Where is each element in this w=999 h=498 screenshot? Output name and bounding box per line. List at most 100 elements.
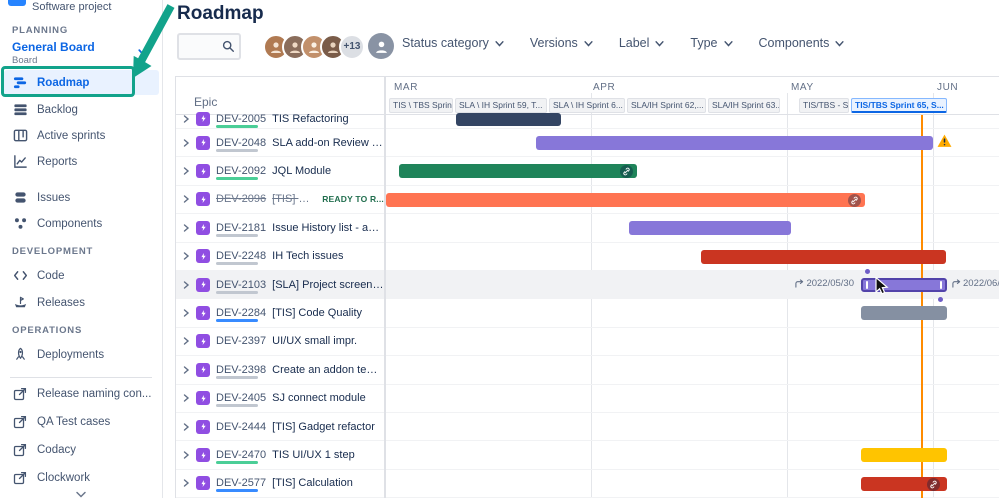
- gantt-bar-dev-2284[interactable]: [861, 306, 947, 321]
- sidebar-scroll-down-chevron[interactable]: [0, 486, 162, 498]
- epic-row-dev-2248[interactable]: DEV-2248 IH Tech issues: [176, 243, 384, 271]
- month-label: JUN: [937, 82, 959, 93]
- epic-row-dev-2405[interactable]: DEV-2405 SJ connect module: [176, 385, 384, 413]
- epic-row-dev-2096[interactable]: DEV-2096 [TIS] Refactorin... READY TO R.…: [176, 186, 384, 215]
- gantt-bar-dev-2092[interactable]: [399, 164, 637, 179]
- divider: [176, 114, 384, 115]
- status-badge: READY TO R...: [322, 194, 384, 205]
- resize-handle-left[interactable]: [866, 281, 868, 289]
- chevron-right-icon[interactable]: [182, 280, 190, 289]
- chevron-right-icon[interactable]: [182, 114, 190, 123]
- sidebar-item-active-sprints[interactable]: Active sprints: [4, 123, 159, 148]
- epic-summary: [SLA] Project screen validatio...: [272, 278, 384, 291]
- epic-progress-line: [216, 319, 258, 323]
- chevron-right-icon[interactable]: [182, 422, 190, 431]
- gantt-bar-dev-2577[interactable]: [861, 476, 947, 491]
- epic-row-partial[interactable]: DEV-2005 TIS Refactoring: [176, 109, 384, 129]
- search-icon: [222, 40, 235, 53]
- page-title: Roadmap: [177, 3, 264, 24]
- sidebar-item-roadmap[interactable]: Roadmap: [4, 70, 159, 95]
- epic-row-dev-2284[interactable]: DEV-2284 [TIS] Code Quality: [176, 299, 384, 328]
- drag-dot: [938, 297, 943, 302]
- sidebar-item-deployments[interactable]: Deployments: [4, 342, 159, 367]
- epic-row-dev-2444[interactable]: DEV-2444 [TIS] Gadget refactor: [176, 413, 384, 442]
- sidebar-item-backlog[interactable]: Backlog: [4, 97, 159, 122]
- search-input[interactable]: [179, 35, 221, 58]
- shortcut-clockwork[interactable]: Clockwork: [4, 465, 159, 490]
- epic-row-dev-2103[interactable]: DEV-2103 [SLA] Project screen validatio.…: [176, 271, 384, 300]
- chart-row: [386, 328, 999, 357]
- epic-summary: SLA add-on Review Tasks by ...: [272, 136, 384, 149]
- elbow-arrow-icon: [795, 279, 804, 288]
- epic-column-header: Epic: [194, 95, 218, 109]
- epic-row-dev-2577[interactable]: DEV-2577 [TIS] Calculation: [176, 470, 384, 498]
- chevron-right-icon[interactable]: [182, 138, 190, 147]
- chevron-right-icon[interactable]: [182, 451, 190, 459]
- chart-row: [386, 299, 999, 328]
- sprint-header-active: TIS/TBS Sprint 65, S...: [851, 98, 947, 113]
- chevron-right-icon[interactable]: [182, 252, 190, 260]
- epic-row-dev-2470[interactable]: DEV-2470 TIS UI/UX 1 step: [176, 441, 384, 470]
- gantt-bar-dev-2470[interactable]: [861, 448, 947, 463]
- roadmap-search[interactable]: [177, 33, 241, 60]
- chevron-right-icon[interactable]: [182, 224, 190, 232]
- epic-icon: [196, 249, 210, 264]
- sidebar-item-label: Deployments: [37, 348, 105, 361]
- gantt-bar-dev-2181[interactable]: [629, 221, 791, 236]
- gantt-bar-dev-2248[interactable]: [701, 249, 946, 264]
- link-icon[interactable]: [620, 165, 633, 178]
- epic-row-dev-2092[interactable]: DEV-2092 JQL Module: [176, 157, 384, 186]
- epic-row-dev-2048[interactable]: DEV-2048 SLA add-on Review Tasks by ...: [176, 129, 384, 158]
- board-name: General Board: [12, 40, 95, 54]
- link-icon[interactable]: [848, 193, 861, 207]
- month-label: APR: [593, 82, 616, 93]
- board-switcher[interactable]: General Board Board: [4, 38, 158, 68]
- gantt-bar-dev-2048[interactable]: [536, 136, 933, 150]
- chevron-right-icon[interactable]: [182, 366, 190, 374]
- shortcut-codacy[interactable]: Codacy: [4, 437, 159, 462]
- epic-key: DEV-2397: [216, 335, 267, 348]
- chevron-right-icon[interactable]: [182, 195, 190, 204]
- filter-label: Status category: [402, 36, 489, 50]
- epic-row-dev-2398[interactable]: DEV-2398 Create an addon template to ...: [176, 356, 384, 385]
- shortcut-qa-test-cases[interactable]: QA Test cases: [4, 409, 159, 434]
- sidebar-item-reports[interactable]: Reports: [4, 149, 159, 174]
- chevron-right-icon[interactable]: [182, 337, 190, 346]
- chevron-down-icon: [495, 40, 504, 47]
- board-type: Board: [12, 55, 38, 66]
- resize-handle-right[interactable]: [940, 281, 942, 289]
- filter-label: Label: [618, 36, 650, 50]
- sidebar-item-issues[interactable]: Issues: [4, 185, 159, 210]
- epic-key: DEV-2444: [216, 420, 267, 433]
- chevron-right-icon[interactable]: [182, 167, 190, 175]
- filter-status-category[interactable]: Status category: [402, 36, 504, 50]
- sidebar-item-label: Reports: [37, 155, 78, 168]
- chevron-right-icon[interactable]: [182, 479, 190, 488]
- epic-row-dev-2397[interactable]: DEV-2397 UI/UX small impr.: [176, 328, 384, 357]
- chevron-right-icon[interactable]: [182, 394, 190, 402]
- sidebar-item-code[interactable]: Code: [4, 263, 159, 288]
- epic-summary: [TIS] Code Quality: [272, 307, 363, 320]
- sidebar-item-components[interactable]: Components: [4, 211, 159, 236]
- filter-components[interactable]: Components: [759, 36, 845, 50]
- filter-versions[interactable]: Versions: [530, 36, 593, 50]
- roadmap-icon: [12, 75, 28, 90]
- gantt-bar-dev-2096[interactable]: [386, 192, 865, 207]
- chevron-right-icon[interactable]: [182, 309, 190, 317]
- rocket-icon: [12, 347, 28, 362]
- board-columns-icon: [12, 128, 28, 143]
- gantt-bar-dev-2005[interactable]: [456, 113, 561, 126]
- avatar-overflow-count[interactable]: +13: [339, 33, 365, 60]
- link-icon[interactable]: [927, 477, 940, 491]
- gantt-bar-dev-2103-selected[interactable]: [861, 278, 947, 292]
- filter-label[interactable]: Label: [619, 36, 665, 50]
- shortcut-release-naming[interactable]: Release naming con...: [4, 381, 159, 406]
- epic-progress-line: [216, 404, 258, 408]
- sidebar-item-releases[interactable]: Releases: [4, 290, 159, 315]
- epic-row-dev-2181[interactable]: DEV-2181 Issue History list - according …: [176, 214, 384, 243]
- filter-type[interactable]: Type: [690, 36, 733, 50]
- roadmap-timeline: MAR APR MAY JUN TIS \ TBS Sprint 59 SLA …: [175, 76, 999, 498]
- epic-summary: SJ connect module: [272, 392, 366, 405]
- unassigned-avatar[interactable]: [368, 33, 394, 59]
- epic-summary: TIS Refactoring: [272, 112, 349, 125]
